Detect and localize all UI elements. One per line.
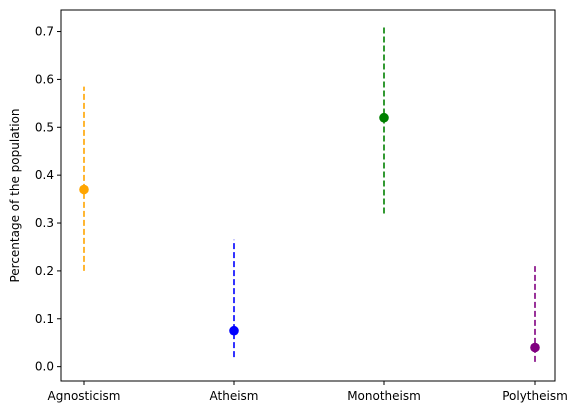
y-tick-label: 0.4: [35, 168, 54, 182]
data-marks: [79, 27, 540, 362]
y-axis: 0.0 0.1 0.2 0.3 0.4 0.5 0.6 0.7: [35, 25, 61, 374]
data-point: [530, 343, 540, 353]
plot-frame: [61, 10, 555, 381]
data-point: [229, 326, 239, 336]
y-tick-label: 0.7: [35, 25, 54, 39]
y-tick-label: 0.0: [35, 360, 54, 374]
data-point: [79, 185, 89, 195]
x-tick-label: Agnosticism: [48, 389, 121, 403]
y-tick-label: 0.3: [35, 216, 54, 230]
x-axis: Agnosticism Atheism Monotheism Polytheism: [48, 381, 568, 403]
data-point: [379, 113, 389, 123]
x-tick-label: Polytheism: [502, 389, 568, 403]
y-axis-title: Percentage of the population: [8, 108, 22, 282]
x-tick-label: Atheism: [210, 389, 259, 403]
y-tick-label: 0.5: [35, 120, 54, 134]
y-tick-label: 0.2: [35, 264, 54, 278]
y-tick-label: 0.6: [35, 72, 54, 86]
x-tick-label: Monotheism: [347, 389, 421, 403]
y-tick-label: 0.1: [35, 312, 54, 326]
